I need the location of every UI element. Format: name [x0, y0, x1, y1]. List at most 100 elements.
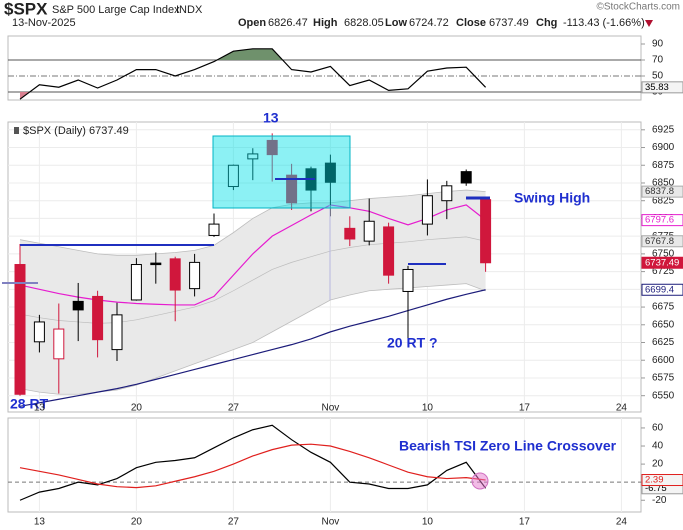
x-tick-label: 20 — [131, 517, 143, 528]
y-tick-label: 6650 — [652, 319, 675, 330]
value-box — [641, 235, 683, 248]
candle-body — [344, 227, 356, 240]
annotation: 13 — [263, 110, 279, 126]
candle-body — [266, 139, 278, 156]
x-tick-label: Nov — [322, 517, 340, 528]
y-tick-label: -20 — [652, 495, 667, 506]
value-labels: 9070503035.83692569006875685068256800677… — [34, 39, 683, 528]
candle-body — [92, 295, 104, 341]
candle-body — [14, 264, 26, 395]
candle-body — [480, 199, 492, 264]
quote-value: 6826.47 — [268, 17, 308, 29]
quote-label: Low — [385, 17, 407, 29]
candle-body — [189, 261, 201, 290]
y-tick-label: 50 — [652, 71, 664, 82]
candle-body — [441, 185, 453, 202]
candle-body — [247, 153, 259, 160]
x-tick-label: 20 — [131, 403, 143, 414]
candle-body — [208, 223, 220, 236]
value-label: -6.75 — [645, 483, 667, 494]
down-arrow — [645, 20, 653, 27]
x-tick-label: 13 — [34, 403, 46, 414]
value-box — [641, 283, 683, 296]
value-label: 2.39 — [645, 475, 664, 486]
tsi-panel — [7, 417, 642, 513]
annotation: Bearish TSI Zero Line Crossover — [399, 438, 617, 454]
quote-label: Open — [238, 17, 266, 29]
x-tick-label: 13 — [34, 517, 46, 528]
x-tick-label: 24 — [616, 517, 628, 528]
value-box — [641, 214, 683, 227]
quote-label: High — [313, 17, 338, 29]
highlight-box — [212, 135, 351, 209]
value-box — [641, 81, 683, 94]
annotation: Swing High — [514, 190, 590, 206]
candle-body — [169, 258, 181, 291]
rsi-plot — [19, 48, 487, 100]
candle-body — [33, 321, 45, 343]
y-tick-label: 6550 — [652, 390, 675, 401]
x-tick-label: 24 — [616, 403, 628, 414]
y-tick-label: 6825 — [652, 195, 675, 206]
value-label: 6797.6 — [645, 215, 674, 226]
candle-body — [421, 195, 433, 225]
quote-label: Close — [456, 17, 486, 29]
candle-body — [324, 162, 336, 183]
annotation: 28 RT — [10, 396, 49, 412]
date: 13-Nov-2025 — [12, 17, 76, 29]
overbought-fill — [20, 48, 486, 60]
y-tick-label: 6925 — [652, 124, 675, 135]
candle-body — [383, 226, 395, 276]
y-tick-label: 6750 — [652, 249, 675, 260]
candle-body — [130, 264, 142, 301]
price-plot — [14, 133, 492, 407]
candle-body — [286, 174, 298, 204]
value-label: 35.83 — [645, 82, 669, 93]
candle-body — [402, 268, 414, 292]
value-label: 6767.8 — [645, 236, 674, 247]
value-box — [641, 256, 683, 269]
y-tick-label: 6850 — [652, 178, 675, 189]
value-label: 6737.49 — [645, 257, 679, 268]
value-label: 6699.4 — [645, 284, 674, 295]
y-tick-label: 6600 — [652, 355, 675, 366]
y-tick-label: 6900 — [652, 142, 675, 153]
candle-body — [460, 171, 472, 184]
quote-value: -113.43 (-1.66%) — [563, 17, 645, 29]
series-line — [19, 48, 487, 100]
y-tick-label: 60 — [652, 423, 664, 434]
x-tick-label: 10 — [422, 517, 434, 528]
quote-label: Chg — [536, 17, 557, 29]
price-title: $SPX (Daily) 6737.49 — [23, 125, 129, 137]
quote-value: 6828.05 — [344, 17, 384, 29]
candle-body — [227, 164, 239, 188]
y-tick-label: 6875 — [652, 160, 675, 171]
candle-body — [150, 262, 162, 266]
band-line — [19, 189, 486, 256]
symbol: $SPX — [4, 0, 48, 18]
y-tick-label: 70 — [652, 55, 664, 66]
value-box — [641, 474, 683, 487]
candle-body — [53, 328, 65, 360]
x-tick-label: 17 — [519, 403, 531, 414]
series-line — [19, 424, 487, 501]
y-tick-label: 20 — [652, 459, 664, 470]
annotation: 20 RT ? — [387, 335, 438, 351]
y-tick-label: 90 — [652, 39, 664, 50]
x-tick-label: 10 — [422, 403, 434, 414]
candle-body — [111, 314, 123, 351]
x-tick-label: 27 — [228, 517, 240, 528]
x-tick-label: 17 — [519, 517, 531, 528]
x-tick-label: Nov — [322, 403, 340, 414]
y-tick-label: 6625 — [652, 337, 675, 348]
icon — [14, 127, 19, 134]
quote-value: 6737.49 — [489, 17, 529, 29]
y-tick-label: 6675 — [652, 302, 675, 313]
y-tick-label: 6575 — [652, 373, 675, 384]
quote-value: 6724.72 — [409, 17, 449, 29]
brand: ©StockCharts.com — [596, 2, 680, 13]
value-label: 6837.8 — [645, 186, 674, 197]
crossover-marker — [471, 472, 489, 490]
